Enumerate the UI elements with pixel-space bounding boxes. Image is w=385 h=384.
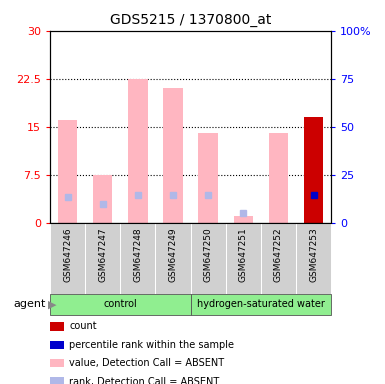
Text: ▶: ▶	[48, 299, 57, 310]
Text: GSM647246: GSM647246	[63, 227, 72, 282]
Text: percentile rank within the sample: percentile rank within the sample	[69, 340, 234, 350]
Text: rank, Detection Call = ABSENT: rank, Detection Call = ABSENT	[69, 377, 219, 384]
Text: value, Detection Call = ABSENT: value, Detection Call = ABSENT	[69, 358, 224, 368]
Text: hydrogen-saturated water: hydrogen-saturated water	[197, 299, 325, 310]
Title: GDS5215 / 1370800_at: GDS5215 / 1370800_at	[110, 13, 271, 27]
Text: GSM647253: GSM647253	[309, 227, 318, 282]
Text: control: control	[104, 299, 137, 310]
Bar	[58, 120, 77, 223]
Bar	[128, 79, 147, 223]
Bar	[199, 133, 218, 223]
Text: GSM647249: GSM647249	[169, 227, 177, 282]
Text: GSM647247: GSM647247	[98, 227, 107, 282]
Text: GSM647248: GSM647248	[133, 227, 142, 282]
Bar	[93, 175, 112, 223]
Bar	[163, 88, 182, 223]
Bar	[304, 117, 323, 223]
Text: count: count	[69, 321, 97, 331]
Text: agent: agent	[14, 299, 46, 310]
Text: GSM647251: GSM647251	[239, 227, 248, 282]
Text: GSM647250: GSM647250	[204, 227, 213, 282]
Bar	[234, 216, 253, 223]
Bar	[269, 133, 288, 223]
Text: GSM647252: GSM647252	[274, 227, 283, 282]
